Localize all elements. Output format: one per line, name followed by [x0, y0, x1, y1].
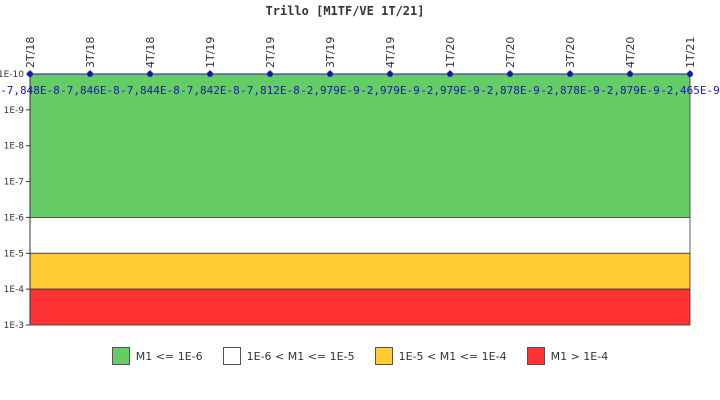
data-label: -2,878E-9 — [480, 84, 540, 97]
legend-item: 1E-5 < M1 <= 1E-4 — [374, 347, 507, 365]
data-label: -7,846E-8 — [60, 84, 120, 97]
x-tick-label: 2T/20 — [504, 37, 517, 68]
legend-item: 1E-6 < M1 <= 1E-5 — [222, 347, 355, 365]
legend-swatch — [526, 347, 545, 365]
data-label: -2,979E-9 — [300, 84, 360, 97]
x-tick-label: 1T/20 — [444, 37, 457, 68]
y-tick-label: 1E-8 — [4, 142, 25, 152]
x-tick-label: 4T/18 — [144, 37, 157, 68]
data-label: -2,979E-9 — [360, 84, 420, 97]
y-axis: 1E-10 1E-9 1E-8 1E-7 1E-6 1E-5 1E-4 1E-3 — [0, 70, 31, 331]
data-label: -2,879E-9 — [600, 84, 660, 97]
data-point — [207, 71, 213, 77]
legend-item: M1 > 1E-4 — [526, 347, 609, 365]
band-2 — [29, 252, 691, 290]
y-tick-label: 1E-6 — [4, 213, 25, 223]
data-label: -7,812E-8 — [240, 84, 300, 97]
data-point — [627, 71, 633, 77]
data-point — [447, 71, 453, 77]
data-point — [27, 71, 33, 77]
x-tick-label: 3T/19 — [324, 37, 337, 68]
x-tick-label: 1T/19 — [204, 37, 217, 68]
x-tick-label: 2T/18 — [24, 37, 37, 68]
y-tick-label: 1E-5 — [4, 249, 24, 259]
data-point — [267, 71, 273, 77]
data-point — [327, 71, 333, 77]
data-label: -7,844E-8 — [120, 84, 180, 97]
legend-item: M1 <= 1E-6 — [111, 347, 203, 365]
data-label: -7,842E-8 — [180, 84, 240, 97]
band-1 — [29, 217, 691, 254]
legend-label: 1E-6 < M1 <= 1E-5 — [246, 349, 355, 363]
y-tick-label: 1E-7 — [4, 178, 24, 188]
band-layer — [29, 73, 691, 326]
data-point — [87, 71, 93, 77]
band-0 — [29, 73, 691, 218]
legend-label: M1 > 1E-4 — [550, 349, 609, 363]
legend-swatch — [111, 347, 130, 365]
x-tick-label: 4T/20 — [624, 37, 637, 68]
data-point — [147, 71, 153, 77]
data-point — [567, 71, 573, 77]
x-tick-label: 3T/20 — [564, 37, 577, 68]
x-axis: 2T/18 3T/18 4T/18 1T/19 2T/19 3T/19 4T/19 1T/20… — [24, 37, 697, 74]
x-tick-label: 2T/19 — [264, 37, 277, 68]
y-tick-label: 1E-9 — [4, 106, 25, 116]
data-point — [507, 71, 513, 77]
x-tick-label: 3T/18 — [84, 37, 97, 68]
legend-swatch — [374, 347, 393, 365]
data-label: -2,465E-9 — [660, 84, 720, 97]
x-tick-label: 4T/19 — [384, 37, 397, 68]
chart-legend: M1 <= 1E-6 1E-6 < M1 <= 1E-5 1E-5 < M1 <= … — [0, 345, 720, 367]
x-tick-label: 1T/21 — [684, 37, 697, 68]
series-layer — [27, 71, 693, 77]
data-point — [687, 71, 693, 77]
y-tick-label: 1E-10 — [0, 70, 24, 80]
band-3 — [29, 288, 691, 326]
data-label: -7,848E-8 — [0, 84, 60, 97]
legend-swatch — [222, 347, 241, 365]
data-label-layer: -7,848E-8 -7,846E-8 -7,844E-8 -7,842E-8 -7,8… — [0, 84, 720, 97]
data-label: -2,878E-9 — [540, 84, 600, 97]
data-label: -2,979E-9 — [420, 84, 480, 97]
chart-title: Trillo [M1TF/VE 1T/21] — [266, 4, 425, 18]
legend-label: 1E-5 < M1 <= 1E-4 — [398, 349, 507, 363]
y-tick-label: 1E-3 — [4, 321, 24, 331]
data-point — [387, 71, 393, 77]
y-tick-label: 1E-4 — [4, 285, 25, 295]
legend-label: M1 <= 1E-6 — [135, 349, 203, 363]
